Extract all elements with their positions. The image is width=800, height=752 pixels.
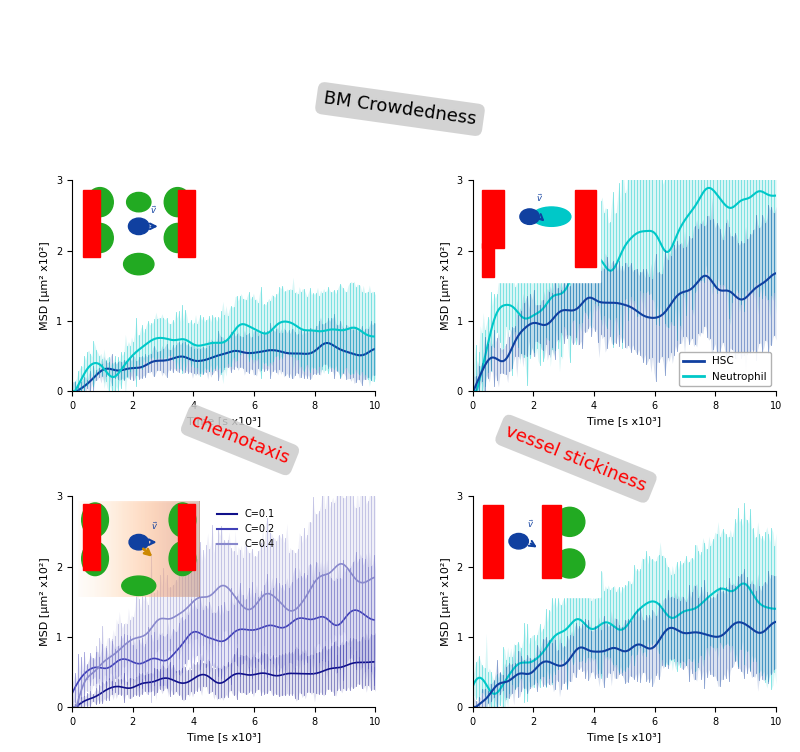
Y-axis label: MSD [μm² x10²]: MSD [μm² x10²] (41, 241, 50, 330)
X-axis label: Time [s x10³]: Time [s x10³] (587, 732, 662, 742)
X-axis label: Time [s x10³]: Time [s x10³] (587, 417, 662, 426)
X-axis label: Time [s x10³]: Time [s x10³] (186, 417, 261, 426)
Legend: C=0.1, C=0.2, C=0.4: C=0.1, C=0.2, C=0.4 (214, 505, 278, 553)
Text: vessel stickiness: vessel stickiness (503, 422, 649, 496)
X-axis label: Time [s x10³]: Time [s x10³] (186, 732, 261, 742)
Y-axis label: MSD [μm² x10²]: MSD [μm² x10²] (41, 557, 50, 646)
Text: chemotaxis: chemotaxis (188, 412, 292, 468)
Legend: HSC, Neutrophil: HSC, Neutrophil (678, 352, 770, 386)
Text: BM Crowdedness: BM Crowdedness (322, 89, 478, 129)
Y-axis label: MSD [μm² x10²]: MSD [μm² x10²] (441, 241, 451, 330)
Y-axis label: MSD [μm² x10²]: MSD [μm² x10²] (441, 557, 451, 646)
